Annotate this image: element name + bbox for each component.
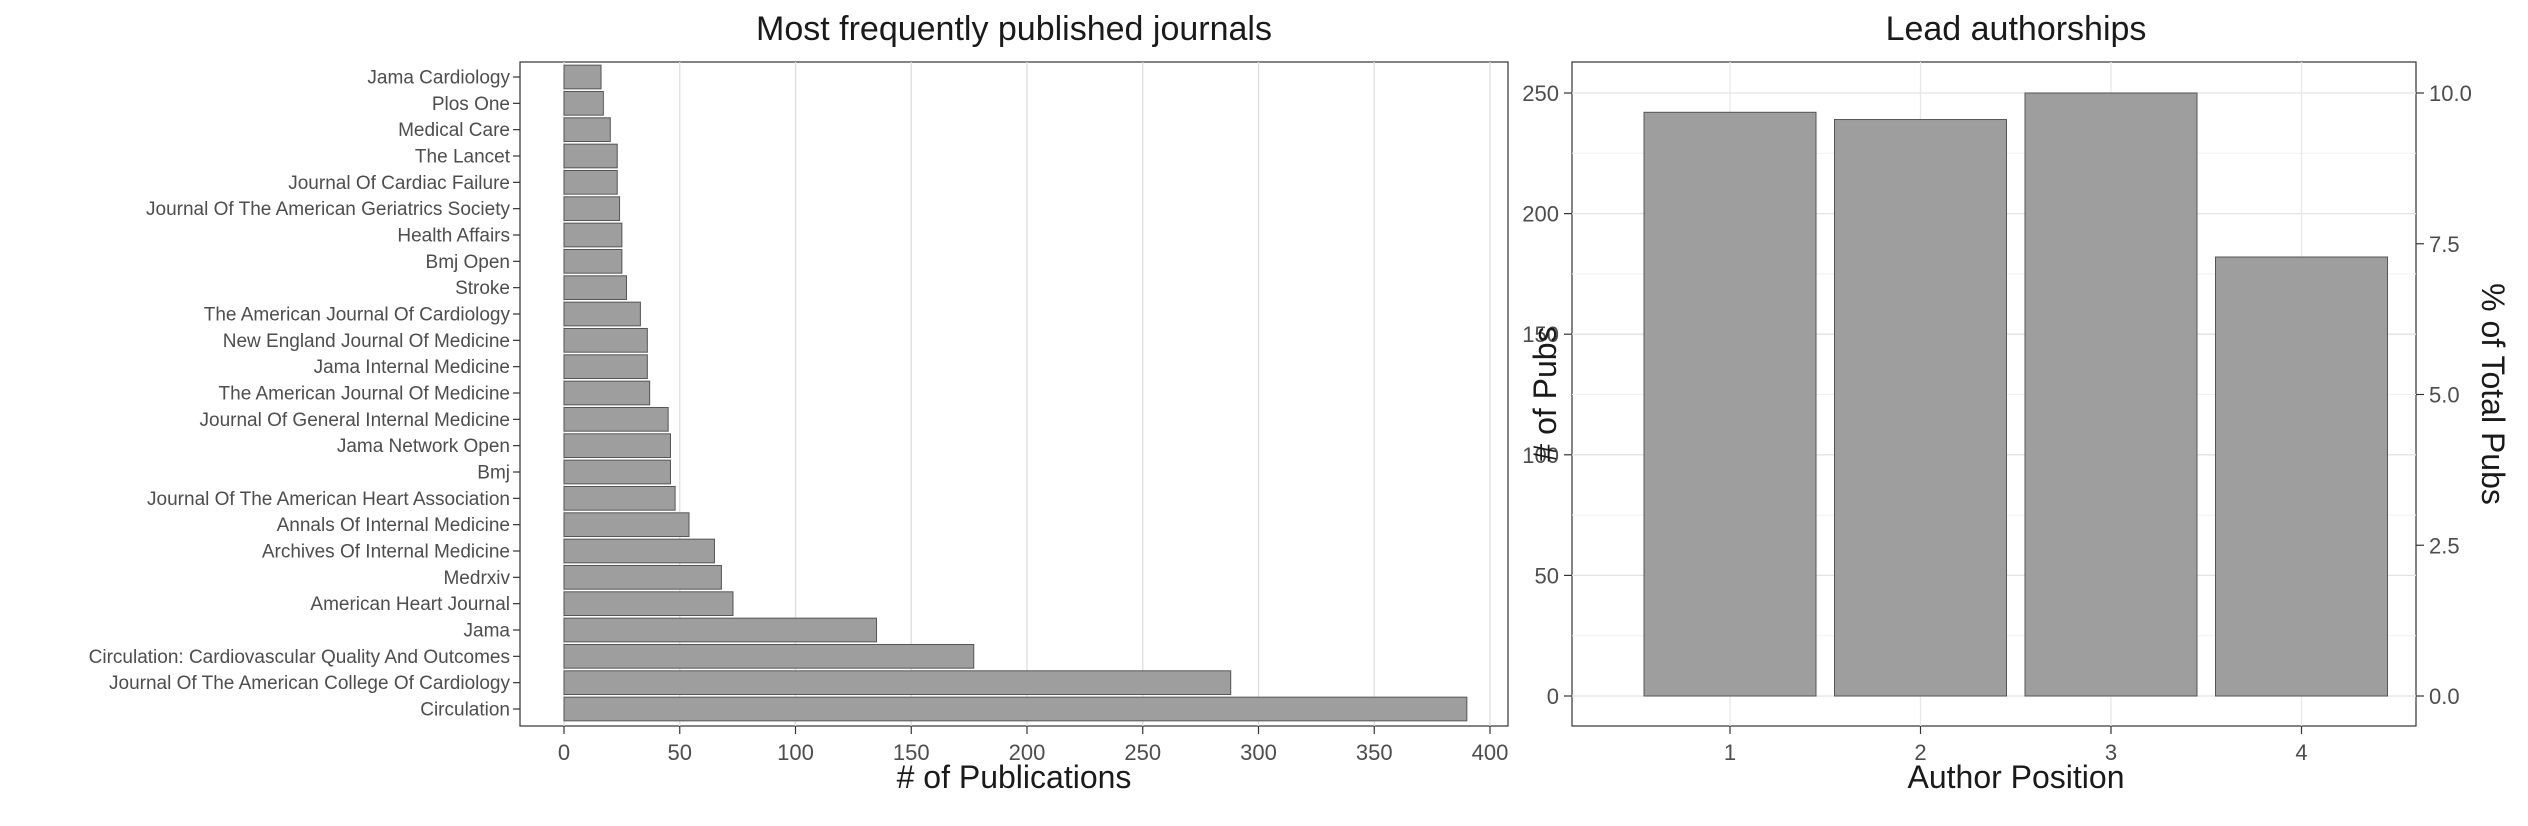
category-label: Jama bbox=[464, 621, 511, 642]
category-label: Journal Of The American College Of Cardi… bbox=[109, 673, 510, 694]
x-tick-label: 100 bbox=[777, 740, 814, 765]
category-label: Circulation bbox=[420, 700, 510, 721]
category-label: Jama Network Open bbox=[337, 436, 510, 457]
y2-tick-label: 0.0 bbox=[2429, 684, 2460, 709]
bar bbox=[563, 248, 623, 274]
x-tick-label: 50 bbox=[668, 740, 692, 765]
x-tick-label: 2 bbox=[1914, 740, 1926, 765]
bar bbox=[563, 617, 878, 643]
x-tick-label: 400 bbox=[1472, 740, 1509, 765]
authorship-y-axis-title: # of Pubs bbox=[1527, 326, 1563, 461]
bar bbox=[563, 591, 734, 617]
x-tick-label: 3 bbox=[2105, 740, 2117, 765]
x-tick-label: 4 bbox=[2295, 740, 2307, 765]
journals-x-ticks: 0 50 100 150 200 250 300 350 400 bbox=[558, 726, 1508, 765]
authorship-secondary-y-ticks: 0.0 2.5 5.0 7.5 10.0 bbox=[2416, 81, 2472, 709]
journals-chart: Most frequently published journals Jama … bbox=[89, 10, 1509, 795]
category-label: Health Affairs bbox=[397, 226, 510, 247]
x-tick-label: 300 bbox=[1240, 740, 1277, 765]
y2-tick-label: 2.5 bbox=[2429, 533, 2460, 558]
y-tick-label: 100 bbox=[1522, 443, 1559, 468]
bar bbox=[563, 117, 611, 143]
bar bbox=[2215, 256, 2388, 697]
bar bbox=[563, 380, 651, 406]
x-tick-label: 150 bbox=[893, 740, 930, 765]
category-label: Medical Care bbox=[398, 120, 510, 141]
journals-x-axis-title: # of Publications bbox=[897, 759, 1132, 795]
category-label: The American Journal Of Cardiology bbox=[204, 305, 511, 326]
journals-bars bbox=[563, 64, 1468, 722]
authorship-y-ticks: 0 50 100 150 200 250 bbox=[1522, 81, 1572, 709]
bar bbox=[563, 696, 1468, 722]
y2-tick-label: 5.0 bbox=[2429, 383, 2460, 408]
bar bbox=[563, 169, 618, 195]
authorship-chart-title: Lead authorships bbox=[1886, 10, 2147, 48]
category-label: New England Journal Of Medicine bbox=[223, 331, 510, 352]
bar bbox=[563, 643, 975, 669]
bar bbox=[563, 538, 715, 564]
bar bbox=[563, 354, 648, 380]
x-tick-label: 0 bbox=[558, 740, 570, 765]
y-tick-label: 150 bbox=[1522, 322, 1559, 347]
authorship-x-axis-title: Author Position bbox=[1907, 759, 2124, 795]
y2-tick-label: 7.5 bbox=[2429, 232, 2460, 257]
bar bbox=[563, 275, 628, 301]
category-label: The Lancet bbox=[415, 147, 511, 168]
bar bbox=[563, 196, 621, 222]
y2-tick-label: 10.0 bbox=[2429, 81, 2472, 106]
bar bbox=[563, 64, 602, 90]
bar bbox=[563, 433, 671, 459]
x-tick-label: 350 bbox=[1356, 740, 1393, 765]
category-label: Jama Internal Medicine bbox=[314, 357, 510, 378]
authorship-secondary-y-axis-title: % of Total Pubs bbox=[2475, 283, 2511, 505]
category-label: Medrxiv bbox=[443, 568, 510, 589]
bar bbox=[563, 301, 641, 327]
bar bbox=[563, 670, 1232, 696]
bar bbox=[2024, 92, 2198, 697]
category-label: American Heart Journal bbox=[310, 594, 510, 615]
authorship-chart: Lead authorships 0 50 100 150 200 250 0.0 2.5 5… bbox=[1522, 10, 2511, 795]
authorship-x-ticks: 1 2 3 4 bbox=[1724, 726, 2308, 765]
y-tick-label: 50 bbox=[1535, 563, 1559, 588]
y-tick-label: 200 bbox=[1522, 202, 1559, 227]
category-label: Circulation: Cardiovascular Quality And … bbox=[89, 647, 510, 668]
bar bbox=[563, 485, 676, 511]
bar bbox=[563, 90, 604, 116]
journals-category-labels: Jama Cardiology Plos One Medical Care The L… bbox=[89, 68, 520, 721]
x-tick-label: 200 bbox=[1009, 740, 1046, 765]
category-label: Journal Of General Internal Medicine bbox=[200, 410, 511, 431]
bar bbox=[563, 512, 690, 538]
category-label: Journal Of Cardiac Failure bbox=[288, 173, 510, 194]
category-label: Bmj bbox=[477, 463, 510, 484]
bar bbox=[563, 143, 618, 169]
x-tick-label: 1 bbox=[1724, 740, 1736, 765]
category-label: Journal Of The American Heart Associatio… bbox=[147, 489, 510, 510]
category-label: Bmj Open bbox=[426, 252, 510, 273]
category-label: Archives Of Internal Medicine bbox=[262, 542, 510, 563]
bar bbox=[563, 327, 648, 353]
journals-chart-title: Most frequently published journals bbox=[756, 10, 1272, 48]
x-tick-label: 250 bbox=[1124, 740, 1161, 765]
bar bbox=[563, 564, 722, 590]
bar bbox=[563, 459, 671, 485]
authorship-bars bbox=[1643, 92, 2388, 697]
category-label: Journal Of The American Geriatrics Socie… bbox=[146, 199, 510, 220]
y-tick-label: 250 bbox=[1522, 81, 1559, 106]
bar bbox=[563, 222, 623, 248]
bar bbox=[563, 406, 669, 432]
category-label: Jama Cardiology bbox=[367, 68, 510, 89]
bar bbox=[1643, 111, 1817, 697]
category-label: Annals Of Internal Medicine bbox=[277, 515, 510, 536]
bar bbox=[1834, 119, 2007, 697]
category-label: Stroke bbox=[455, 278, 510, 299]
category-label: The American Journal Of Medicine bbox=[219, 384, 510, 405]
category-label: Plos One bbox=[432, 94, 510, 115]
y-tick-label: 0 bbox=[1547, 684, 1559, 709]
